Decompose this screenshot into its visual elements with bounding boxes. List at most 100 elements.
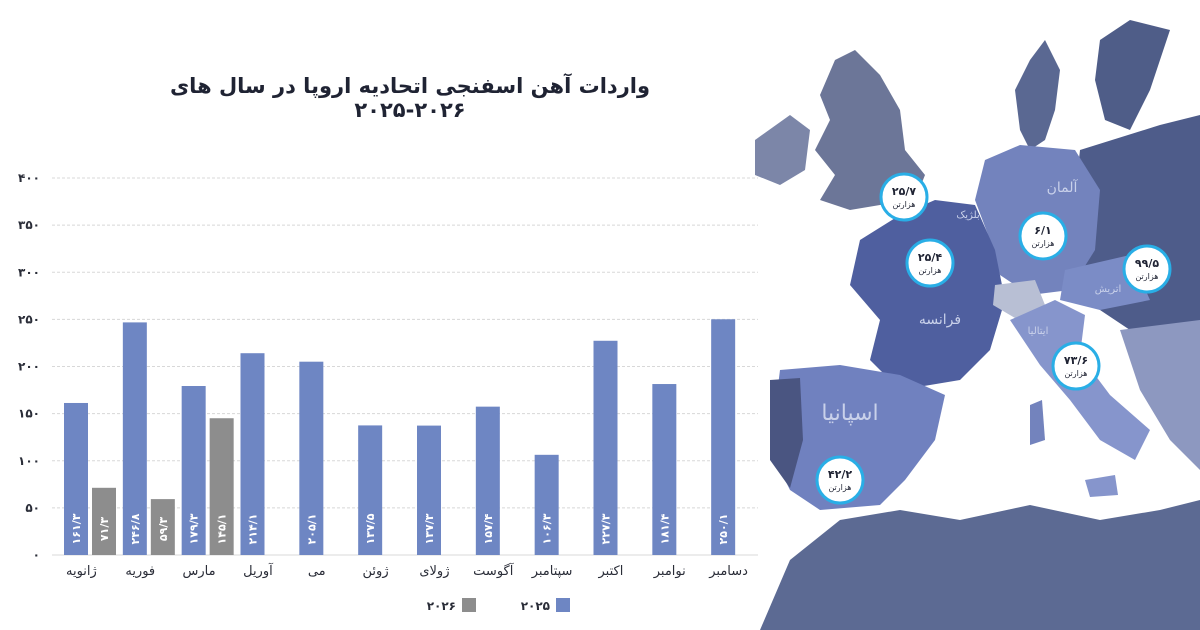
- map-label-france: فرانسه: [919, 312, 961, 328]
- bar-2025: [299, 361, 324, 555]
- sardinia-land: [1030, 400, 1045, 445]
- x-category-label: مارس: [183, 564, 216, 579]
- x-category-label: اکتبر: [598, 564, 624, 579]
- bubble-spain-unit: هزارتن: [828, 483, 851, 492]
- bubble-austria-value: ۹۹/۵: [1135, 257, 1159, 270]
- x-category-label: می: [308, 564, 326, 579]
- bar-2025: [181, 386, 206, 555]
- bar-2026-value-label: ۱۴۵/۱: [216, 514, 229, 545]
- bubble-italy: ۷۳/۶ هزارتن: [1051, 341, 1101, 391]
- legend-swatch-2026: [462, 598, 476, 612]
- map-label-italy: ایتالیا: [1028, 326, 1049, 337]
- bar-2025-value-label: ۲۴۶/۸: [129, 513, 142, 544]
- x-category-label: ژولای: [419, 564, 449, 579]
- y-tick-label: ۲۵۰: [18, 312, 40, 326]
- x-category-label: ژوئن: [363, 564, 389, 579]
- bar-2025-value-label: ۱۳۷/۵: [364, 513, 377, 544]
- germany-land: [975, 145, 1100, 295]
- bar-2025-value-label: ۱۷۹/۳: [188, 513, 201, 544]
- bubble-france-value: ۲۵/۴: [918, 251, 942, 264]
- bar-2025: [534, 454, 559, 555]
- grid-lines: [52, 177, 758, 556]
- y-tick-label: ۱۵۰: [18, 407, 40, 421]
- bar-2026: [150, 499, 175, 555]
- bubble-germany-value: ۶/۱: [1034, 224, 1051, 237]
- north-africa-land: [760, 500, 1200, 630]
- bubble-belgium-unit: هزارتن: [892, 200, 915, 209]
- legend-swatch-2025: [556, 598, 570, 612]
- bar-2025: [652, 384, 677, 555]
- x-category-label: آگوست: [473, 562, 515, 579]
- bubble-germany-unit: هزارتن: [1031, 239, 1054, 248]
- bar-2025: [240, 353, 265, 555]
- bubble-belgium-value: ۲۵/۷: [892, 185, 916, 198]
- y-tick-label: ۱۰۰: [18, 454, 40, 468]
- legend-label-2026: ۲۰۲۶: [427, 599, 456, 613]
- bubble-italy-unit: هزارتن: [1064, 369, 1087, 378]
- iberia-land: [770, 365, 945, 510]
- france-land: [850, 200, 1005, 390]
- legend-label-2025: ۲۰۲۵: [521, 599, 550, 613]
- bubble-italy-value: ۷۳/۶: [1064, 354, 1088, 367]
- x-category-label: فوریه: [125, 564, 155, 579]
- map-label-austria: اتریش: [1095, 284, 1122, 295]
- y-tick-label: ۴۰۰: [18, 171, 40, 185]
- bar-2025: [593, 340, 618, 555]
- x-axis-labels: ژانویه فوریه مارس آوریل می ژوئن ژولای آگوست سپتا…: [66, 562, 748, 579]
- bubble-france-unit: هزارتن: [918, 266, 941, 275]
- britain-land: [815, 50, 925, 210]
- bar-2025: [475, 406, 500, 555]
- bar-2025-value-label: ۲۲۷/۳: [600, 513, 613, 544]
- bar-2025-value-label: ۲۵۰/۱: [717, 514, 730, 545]
- x-category-label: ژانویه: [66, 564, 97, 579]
- x-category-label: دسامبر: [708, 564, 748, 579]
- bar-2025-value-label: ۱۵۷/۴: [482, 513, 495, 544]
- sweden-land: [1095, 20, 1170, 130]
- bar-2025: [122, 322, 147, 555]
- sicily-land: [1085, 475, 1118, 497]
- y-tick-label: ۳۵۰: [18, 218, 40, 232]
- legend: ۲۰۲۵ ۲۰۲۶: [427, 598, 570, 613]
- y-tick-label: ۰: [33, 548, 40, 562]
- bar-2025-value-label: ۱۶۱/۳: [70, 513, 83, 544]
- bar-2026: [209, 418, 234, 555]
- x-category-label: نوامبر: [653, 564, 686, 579]
- bar-2025-value-label: ۱۸۱/۴: [658, 513, 671, 544]
- bubble-spain: ۴۲/۲ هزارتن: [815, 455, 865, 505]
- bar-2025-value-label: ۱۰۶/۳: [541, 513, 554, 544]
- bar-2025: [358, 425, 383, 555]
- y-tick-label: ۲۰۰: [18, 360, 40, 374]
- bars: ۱۶۱/۳ ۷۱/۳ ۲۴۶/۸ ۵۹/۳ ۱۷۹/۳ ۱۴۵/۱ ۲۱۴/۱ ۲۰۵/۱ ۱۳…: [64, 319, 736, 555]
- y-tick-label: ۵۰: [25, 501, 40, 515]
- austria-land: [1060, 255, 1150, 310]
- bubble-austria-unit: هزارتن: [1135, 272, 1158, 281]
- bar-2025-value-label: ۲۰۵/۱: [305, 514, 318, 545]
- bubble-spain-value: ۴۲/۲: [828, 468, 852, 481]
- y-axis-labels: ۰ ۵۰ ۱۰۰ ۱۵۰ ۲۰۰ ۲۵۰ ۳۰۰ ۳۵۰ ۴۰۰: [18, 171, 40, 562]
- bar-2026-value-label: ۷۱/۳: [98, 517, 111, 541]
- bar-2026: [92, 487, 116, 555]
- bubble-belgium: ۲۵/۷ هزارتن: [879, 172, 929, 222]
- map-label-germany: آلمان: [1047, 179, 1079, 196]
- bubble-germany: ۶/۱ هزارتن: [1018, 211, 1068, 261]
- bar-2025: [417, 425, 441, 555]
- chart-title: واردات آهن اسفنجی اتحادیه اروپا در سال ه…: [169, 74, 651, 122]
- balkans-land: [1120, 320, 1200, 470]
- bar-2025-value-label: ۲۱۴/۱: [247, 514, 260, 545]
- bubble-austria: ۹۹/۵ هزارتن: [1122, 244, 1172, 294]
- bar-2025-value-label: ۱۳۷/۳: [423, 513, 436, 544]
- map-label-spain: اسپانیا: [821, 401, 878, 426]
- x-category-label: سپتامبر: [531, 564, 573, 579]
- map-label-belgium: بلژیک: [956, 210, 979, 221]
- bar-2025: [64, 402, 88, 555]
- italy-land: [1010, 300, 1150, 460]
- y-tick-label: ۳۰۰: [18, 265, 40, 279]
- bar-2025: [711, 319, 736, 555]
- bar-2026-value-label: ۵۹/۳: [157, 517, 170, 541]
- bar-chart: ۱۶۱/۳ ۷۱/۳ ۲۴۶/۸ ۵۹/۳ ۱۷۹/۳ ۱۴۵/۱ ۲۱۴/۱ ۲۰۵/۱ ۱۳…: [18, 171, 758, 613]
- bubble-france: ۲۵/۴ هزارتن: [905, 238, 955, 288]
- x-category-label: آوریل: [243, 562, 274, 579]
- east-europe-land: [1070, 115, 1200, 340]
- switzerland-land: [993, 280, 1045, 318]
- scandinavia-land: [1015, 40, 1060, 150]
